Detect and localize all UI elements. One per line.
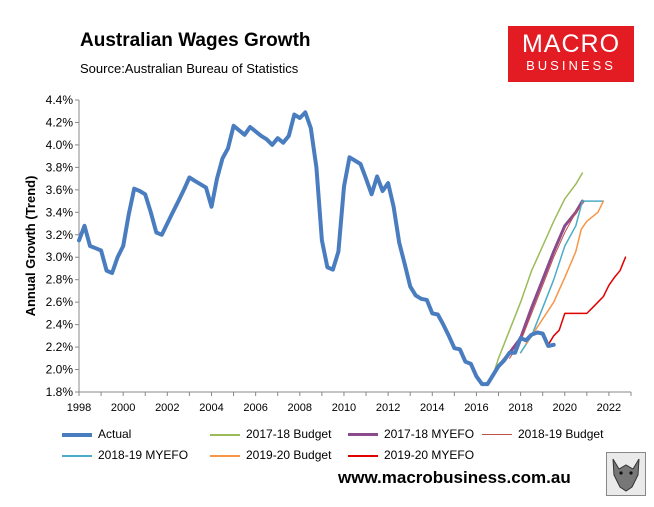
- website-url: www.macrobusiness.com.au: [338, 468, 571, 487]
- y-tick-label: 4.0%: [46, 138, 74, 152]
- y-tick-label: 2.6%: [46, 295, 74, 309]
- legend-label: 2019-20 Budget: [246, 448, 332, 462]
- x-tick-label: 2004: [199, 402, 223, 414]
- y-tick-label: 2.4%: [46, 318, 74, 332]
- legend-swatch: [62, 454, 92, 457]
- x-tick-label: 2002: [155, 402, 179, 414]
- y-axis-label: Annual Growth (Trend): [23, 176, 38, 317]
- macrobusiness-logo: MACRO BUSINESS: [508, 26, 634, 82]
- legend-item: Actual: [62, 427, 131, 441]
- series-line-2019-20-budget: [525, 200, 605, 345]
- y-tick-label: 3.4%: [46, 205, 74, 219]
- legend-item: 2019-20 Budget: [210, 448, 331, 462]
- legend-label: Actual: [98, 427, 132, 441]
- x-tick-label: 2022: [597, 402, 621, 414]
- legend-item: 2017-18 MYEFO: [348, 427, 474, 441]
- y-tick-label: 2.8%: [46, 273, 74, 287]
- y-tick-label: 4.2%: [46, 115, 74, 129]
- logo-text-bottom: BUSINESS: [526, 58, 616, 73]
- y-tick-label: 3.6%: [46, 183, 74, 197]
- legend-label: 2018-19 Budget: [518, 427, 604, 441]
- x-tick-label: 2018: [508, 402, 532, 414]
- legend-item: 2017-18 Budget: [210, 427, 331, 441]
- x-tick-label: 2010: [332, 402, 356, 414]
- legend-label: 2017-18 Budget: [246, 427, 332, 441]
- legend-item: 2018-19 MYEFO: [62, 448, 188, 462]
- legend-swatch: [482, 434, 512, 436]
- legend-swatch: [210, 454, 240, 457]
- wolf-logo-icon: [606, 452, 646, 496]
- x-tick-label: 2020: [553, 402, 577, 414]
- series-line-2018-19-myefo: [519, 200, 605, 354]
- chart-source: Source:Australian Bureau of Statistics: [80, 61, 299, 76]
- series-line-actual: [77, 110, 556, 387]
- x-tick-label: 1998: [67, 402, 91, 414]
- x-tick-label: 2012: [376, 402, 400, 414]
- y-tick-label: 4.4%: [46, 93, 74, 107]
- legend-swatch: [348, 454, 378, 457]
- y-tick-label: 3.0%: [46, 250, 74, 264]
- legend-label: 2017-18 MYEFO: [384, 427, 475, 441]
- legend-item: 2019-20 MYEFO: [348, 448, 474, 462]
- legend-label: 2019-20 MYEFO: [384, 448, 475, 462]
- x-tick-label: 2016: [464, 402, 488, 414]
- legend-swatch: [62, 432, 92, 437]
- series-line-2017-18-budget: [492, 172, 584, 376]
- legend-swatch: [210, 433, 240, 436]
- y-tick-label: 1.8%: [46, 385, 74, 399]
- logo-text-top: MACRO: [521, 30, 621, 58]
- y-tick-label: 3.8%: [46, 160, 74, 174]
- legend-item: 2018-19 Budget: [482, 427, 603, 441]
- legend-swatch: [348, 433, 378, 437]
- x-tick-label: 2008: [288, 402, 312, 414]
- x-tick-label: 2014: [420, 402, 444, 414]
- x-tick-label: 2000: [111, 402, 135, 414]
- legend-label: 2018-19 MYEFO: [98, 448, 189, 462]
- y-tick-label: 3.2%: [46, 228, 74, 242]
- series-line-2017-18-myefo: [491, 199, 584, 377]
- x-tick-label: 2006: [243, 402, 267, 414]
- y-tick-label: 2.0%: [46, 363, 74, 377]
- chart-title: Australian Wages Growth: [80, 30, 311, 51]
- y-tick-label: 2.2%: [46, 340, 74, 354]
- series-line-2019-20-myefo: [547, 256, 627, 346]
